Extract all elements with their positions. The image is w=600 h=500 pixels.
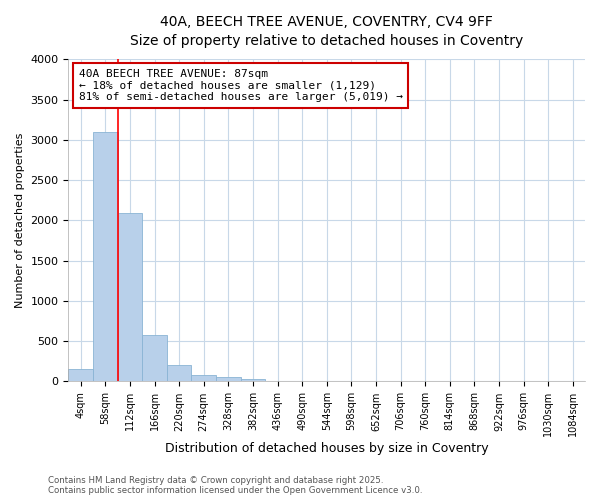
Bar [191,376,216,382]
Bar [118,213,142,382]
Text: 40A BEECH TREE AVENUE: 87sqm
← 18% of detached houses are smaller (1,129)
81% of: 40A BEECH TREE AVENUE: 87sqm ← 18% of de… [79,69,403,102]
Bar [216,378,241,382]
Title: 40A, BEECH TREE AVENUE, COVENTRY, CV4 9FF
Size of property relative to detached : 40A, BEECH TREE AVENUE, COVENTRY, CV4 9F… [130,15,523,48]
Bar [93,132,118,382]
Bar [142,335,167,382]
Bar [68,370,93,382]
Bar [241,379,265,382]
Text: Contains HM Land Registry data © Crown copyright and database right 2025.
Contai: Contains HM Land Registry data © Crown c… [48,476,422,495]
X-axis label: Distribution of detached houses by size in Coventry: Distribution of detached houses by size … [165,442,488,455]
Bar [167,366,191,382]
Y-axis label: Number of detached properties: Number of detached properties [15,132,25,308]
